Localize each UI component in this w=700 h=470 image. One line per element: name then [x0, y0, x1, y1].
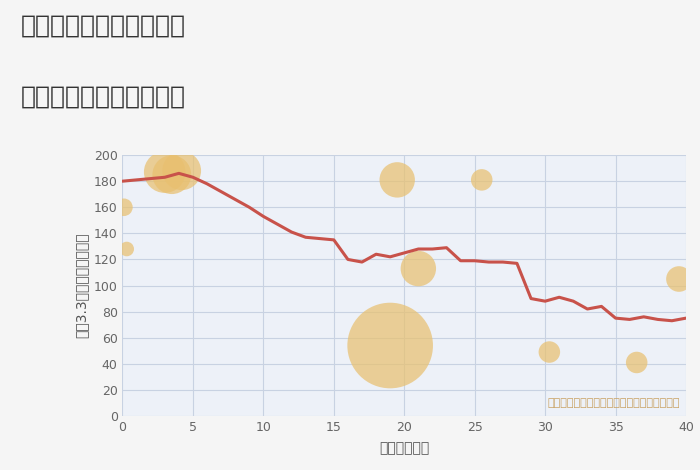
- Point: [176, 167, 188, 174]
- Y-axis label: 坪（3.3㎡）単価（万円）: 坪（3.3㎡）単価（万円）: [74, 233, 88, 338]
- Point: [121, 245, 132, 253]
- Point: [544, 348, 555, 356]
- Point: [159, 168, 170, 176]
- X-axis label: 築年数（年）: 築年数（年）: [379, 441, 429, 455]
- Text: 円の大きさは、取引のあった物件面積を示す: 円の大きさは、取引のあった物件面積を示す: [548, 398, 680, 408]
- Point: [384, 342, 395, 349]
- Point: [631, 359, 643, 366]
- Text: 築年数別中古戸建て価格: 築年数別中古戸建て価格: [21, 85, 186, 109]
- Point: [391, 176, 402, 184]
- Text: 兵庫県西宮市甲子園町の: 兵庫県西宮市甲子園町の: [21, 14, 186, 38]
- Point: [413, 265, 424, 272]
- Point: [118, 204, 130, 211]
- Point: [673, 275, 685, 283]
- Point: [476, 176, 487, 184]
- Point: [166, 171, 177, 179]
